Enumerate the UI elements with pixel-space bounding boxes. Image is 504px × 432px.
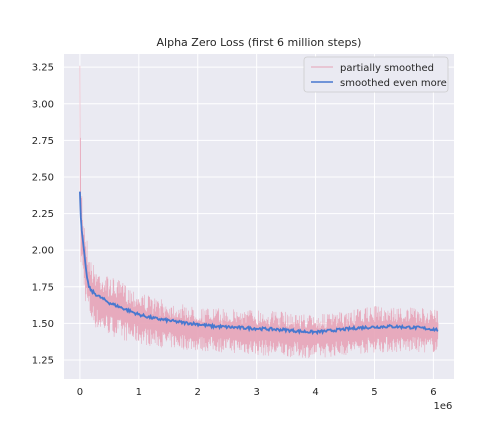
- y-tick-label: 3.00: [32, 99, 54, 110]
- legend-label-smoothed-even-more: smoothed even more: [340, 78, 447, 89]
- y-tick-label: 1.75: [32, 282, 54, 293]
- x-tick-label: 0: [77, 387, 83, 398]
- x-tick-label: 2: [195, 387, 201, 398]
- legend-frame: [303, 56, 449, 93]
- x-tick-label: 4: [312, 387, 318, 398]
- chart-title: Alpha Zero Loss (first 6 million steps): [157, 36, 362, 49]
- x-axis-ticks: 0 1 2 3 4 5 6: [77, 387, 437, 398]
- x-tick-label: 1: [136, 387, 142, 398]
- legend: partially smoothed smoothed even more: [303, 56, 449, 93]
- y-tick-label: 2.50: [32, 172, 54, 183]
- y-tick-label: 2.00: [32, 246, 54, 257]
- x-tick-label: 3: [253, 387, 259, 398]
- smoothed-line-layer: [79, 191, 439, 336]
- y-tick-label: 1.25: [32, 355, 54, 366]
- series-smoothed-even-more: [79, 191, 439, 336]
- y-tick-label: 1.50: [32, 319, 54, 330]
- x-tick-label: 5: [371, 387, 377, 398]
- y-tick-label: 2.75: [32, 136, 54, 147]
- x-tick-label: 6: [430, 387, 436, 398]
- x-axis-offset-label: 1e6: [434, 401, 453, 412]
- y-axis-ticks: 1.25 1.50 1.75 2.00 2.25 2.50 2.75 3.00 3.25: [32, 63, 54, 367]
- y-tick-label: 3.25: [32, 63, 54, 74]
- legend-label-partially-smoothed: partially smoothed: [340, 63, 434, 74]
- y-tick-label: 2.25: [32, 209, 54, 220]
